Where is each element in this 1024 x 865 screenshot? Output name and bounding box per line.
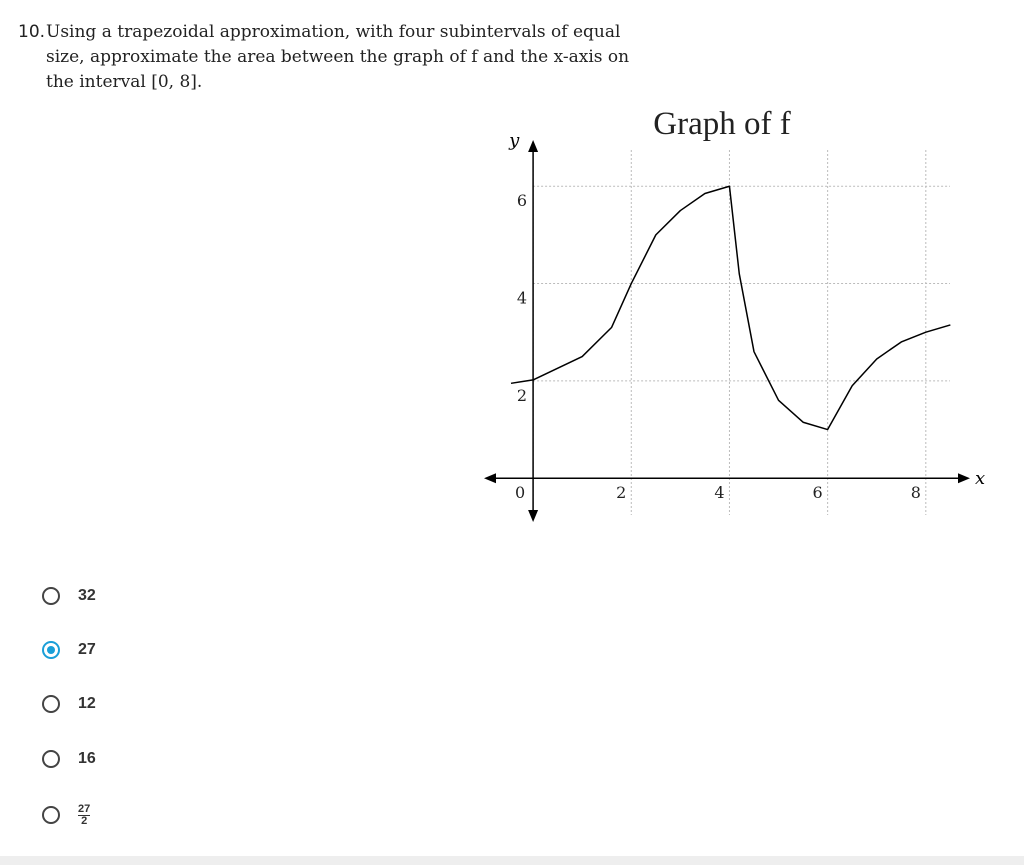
radio-button[interactable] xyxy=(42,750,60,768)
x-tick-label: 4 xyxy=(714,483,724,502)
x-tick-label: 8 xyxy=(911,483,921,502)
option[interactable]: 16 xyxy=(42,747,96,771)
radio-button[interactable] xyxy=(42,806,60,824)
option[interactable]: 32 xyxy=(42,584,96,608)
chart-title: Graph of f xyxy=(653,106,790,142)
graph: x y 0 2 4 6 8 2 4 6 Graph of f xyxy=(484,106,985,522)
y-tick-label: 4 xyxy=(517,289,527,308)
question-text: Using a trapezoidal approximation, with … xyxy=(46,22,630,92)
curve xyxy=(510,185,951,431)
y-tick-label: 6 xyxy=(517,191,527,210)
radio-button[interactable] xyxy=(42,695,60,713)
radio-button[interactable] xyxy=(42,641,60,659)
option-label: 32 xyxy=(78,587,96,604)
denominator: 2 xyxy=(81,814,88,827)
fraction: 27 2 xyxy=(78,802,91,827)
option-label: 16 xyxy=(78,750,96,767)
question: 10. Using a trapezoidal approximation, w… xyxy=(18,20,638,95)
option-label: 12 xyxy=(78,695,96,712)
x-tick-label: 6 xyxy=(813,483,823,502)
footer-bar xyxy=(0,856,1024,865)
x-tick-label: 0 xyxy=(515,483,525,502)
x-axis-label: x xyxy=(975,468,985,489)
x-tick-label: 2 xyxy=(616,483,626,502)
option[interactable]: 12 xyxy=(42,692,96,716)
radio-button[interactable] xyxy=(42,587,60,605)
option-label: 27 xyxy=(78,641,96,658)
numerator: 27 xyxy=(78,802,91,816)
y-tick-label: 2 xyxy=(517,386,527,405)
question-number: 10. xyxy=(18,22,46,42)
option[interactable]: 27 xyxy=(42,638,96,662)
option[interactable]: 27 2 xyxy=(42,802,91,827)
y-axis-label: y xyxy=(508,130,520,151)
